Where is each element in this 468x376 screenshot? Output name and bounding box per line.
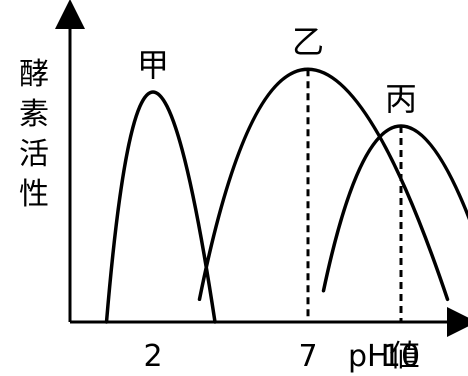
series-label-2: 乙 (292, 23, 324, 61)
y-axis-title: 酵素活性 (19, 57, 49, 212)
activity-curves (104, 67, 468, 324)
series-curve-2 (197, 67, 450, 302)
dashed-guides (306, 69, 403, 322)
series-curve-1 (104, 90, 217, 324)
series-labels: 甲 乙丙 (137, 23, 417, 118)
series-label-3: 丙 (385, 80, 417, 118)
x-tick-label-3: 10 (382, 339, 420, 374)
x-tick-labels: 2 7 10 (143, 339, 420, 374)
x-tick-label-1: 2 (143, 339, 162, 374)
x-tick-label-2: 7 (298, 339, 317, 374)
series-label-1: 甲 (137, 46, 169, 84)
axes (55, 0, 468, 337)
x-axis-title: pH値 (348, 339, 420, 374)
series-curve-3 (321, 124, 468, 293)
